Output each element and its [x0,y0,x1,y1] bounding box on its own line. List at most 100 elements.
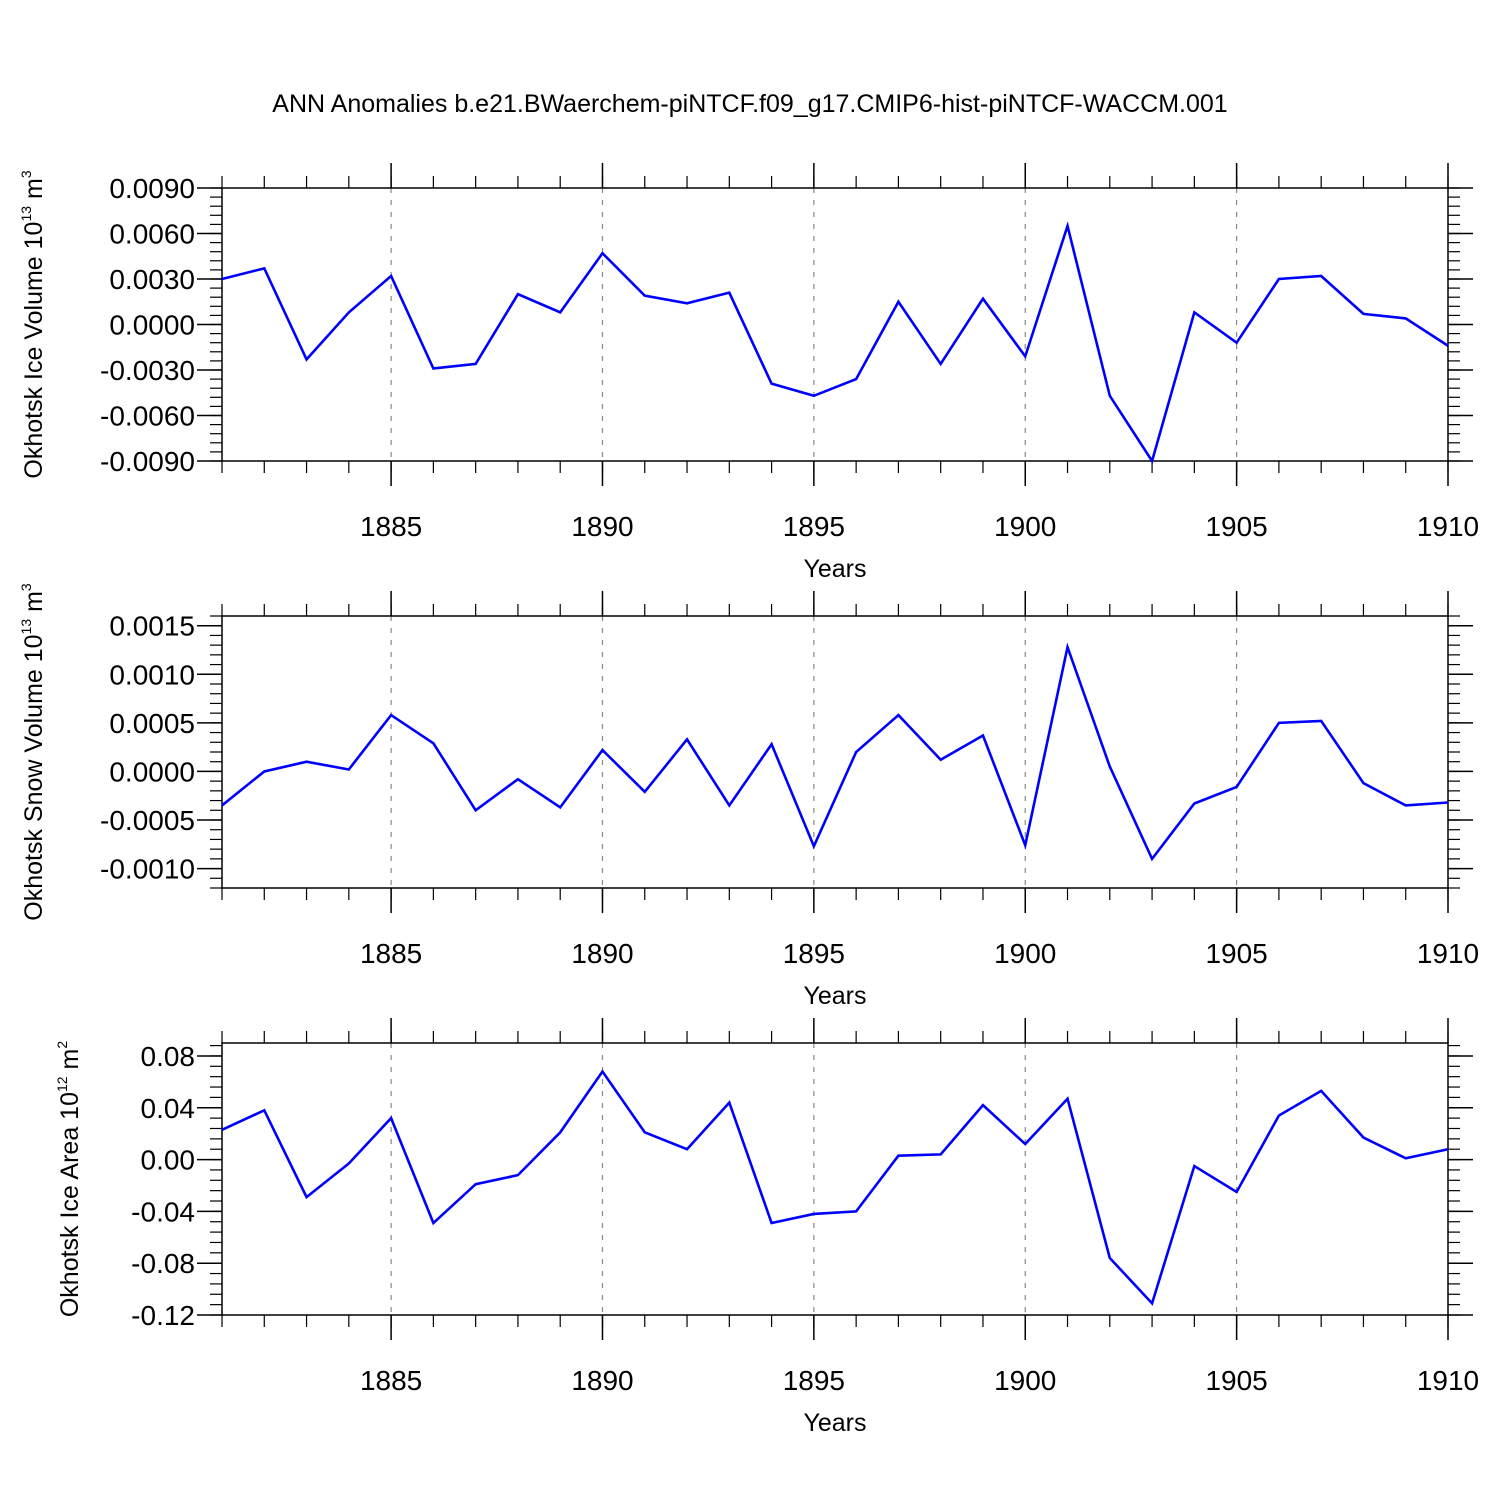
data-point [1150,857,1154,861]
x-tick-label: 1905 [1205,511,1267,542]
data-point [812,394,816,398]
x-tick-label: 1910 [1417,511,1479,542]
data-point [896,300,900,304]
y-axis-title: Okhotsk Snow Volume 1013 m3 [18,583,48,921]
data-point [558,805,562,809]
data-point [854,750,858,754]
plot-frame [221,615,1449,889]
y-tick-label: -0.0060 [100,401,195,432]
y-tick-label: 0.0060 [109,219,195,250]
data-point [389,713,393,717]
data-point [262,769,266,773]
data-point [1319,1089,1323,1093]
data-point [1066,1097,1070,1101]
x-tick-label: 1885 [360,1365,422,1396]
data-point [1277,721,1281,725]
data-point [1277,277,1281,281]
x-tick-label: 1885 [360,938,422,969]
data-point [474,808,478,812]
data-point [1235,1190,1239,1194]
data-point [1150,459,1154,463]
y-tick-label: 0.04 [141,1093,196,1124]
y-tick-label: -0.12 [131,1300,195,1331]
x-tick-label: 1900 [994,1365,1056,1396]
data-point [1446,1147,1450,1151]
data-point [1235,785,1239,789]
y-tick-label: 0.0005 [109,708,195,739]
data-point [1023,1142,1027,1146]
chart-title: ANN Anomalies b.e21.BWaerchem-piNTCF.f09… [272,90,1227,118]
data-point [305,1195,309,1199]
data-point [854,377,858,381]
data-point [643,1130,647,1134]
data-point [1108,1256,1112,1260]
data-point [1192,801,1196,805]
x-tick-label: 1900 [994,938,1056,969]
data-point [431,366,435,370]
panels: 1885 1890 1895 1900 1905 1910 0.0090 0.0060 0.00… [18,163,1479,1437]
data-point [600,251,604,255]
data-point [431,741,435,745]
data-point [389,1116,393,1120]
y-tick-label: -0.0010 [100,854,195,885]
panel-ice-area: 1885 1890 1895 1900 1905 1910 0.08 0.04 0.00 -0.0… [54,1018,1479,1437]
x-tick-label: 1885 [360,511,422,542]
x-tick-label: 1890 [571,938,633,969]
data-point [1066,645,1070,649]
data-point [770,1221,774,1225]
x-tick-label: 1895 [783,1365,845,1396]
data-point [1277,1114,1281,1118]
panel-snow-volume: 1885 1890 1895 1900 1905 1910 0.0015 0.0010 0.00… [18,583,1479,1010]
data-point [262,1108,266,1112]
data-point [727,291,731,295]
x-tick-label: 1910 [1417,938,1479,969]
data-point [1361,781,1365,785]
data-point [981,297,985,301]
data-point [770,382,774,386]
x-axis-title: Years [803,1409,866,1437]
x-tick-label: 1890 [571,511,633,542]
series-line-snow-volume [221,642,1449,862]
y-tick-label: 0.0090 [109,173,195,204]
data-point [431,1221,435,1225]
data-point [896,1154,900,1158]
data-point [1404,1156,1408,1160]
data-point [685,737,689,741]
y-tick-label: -0.0090 [100,446,195,477]
data-point [812,844,816,848]
data-point [1192,1164,1196,1168]
data-point [643,294,647,298]
data-point [305,357,309,361]
x-tick-label: 1895 [783,938,845,969]
data-point [770,742,774,746]
data-point [220,1128,224,1132]
data-point [1361,1136,1365,1140]
y-tick-label: 0.0010 [109,659,195,690]
data-point [220,277,224,281]
x-axis-title: Years [803,555,866,583]
data-point [981,733,985,737]
series-line-ice-area [221,1069,1449,1306]
x-tick-label: 1905 [1205,938,1267,969]
data-point [896,713,900,717]
data-point [1023,843,1027,847]
data-point [516,777,520,781]
data-point [1150,1301,1154,1305]
y-axis-title: Okhotsk Ice Volume 1013 m3 [18,170,48,478]
data-point [1108,394,1112,398]
data-point [558,1130,562,1134]
panel-ice-volume: 1885 1890 1895 1900 1905 1910 0.0090 0.0060 0.00… [18,163,1479,583]
data-point [1023,354,1027,358]
data-point [474,1182,478,1186]
data-point [347,310,351,314]
data-point [600,748,604,752]
data-point [727,1101,731,1105]
data-point [389,274,393,278]
x-tick-label: 1890 [571,1365,633,1396]
data-point [812,1212,816,1216]
y-tick-label: 0.08 [141,1041,196,1072]
y-tick-label: 0.0000 [109,756,195,787]
x-tick-label: 1895 [783,511,845,542]
data-point [347,767,351,771]
